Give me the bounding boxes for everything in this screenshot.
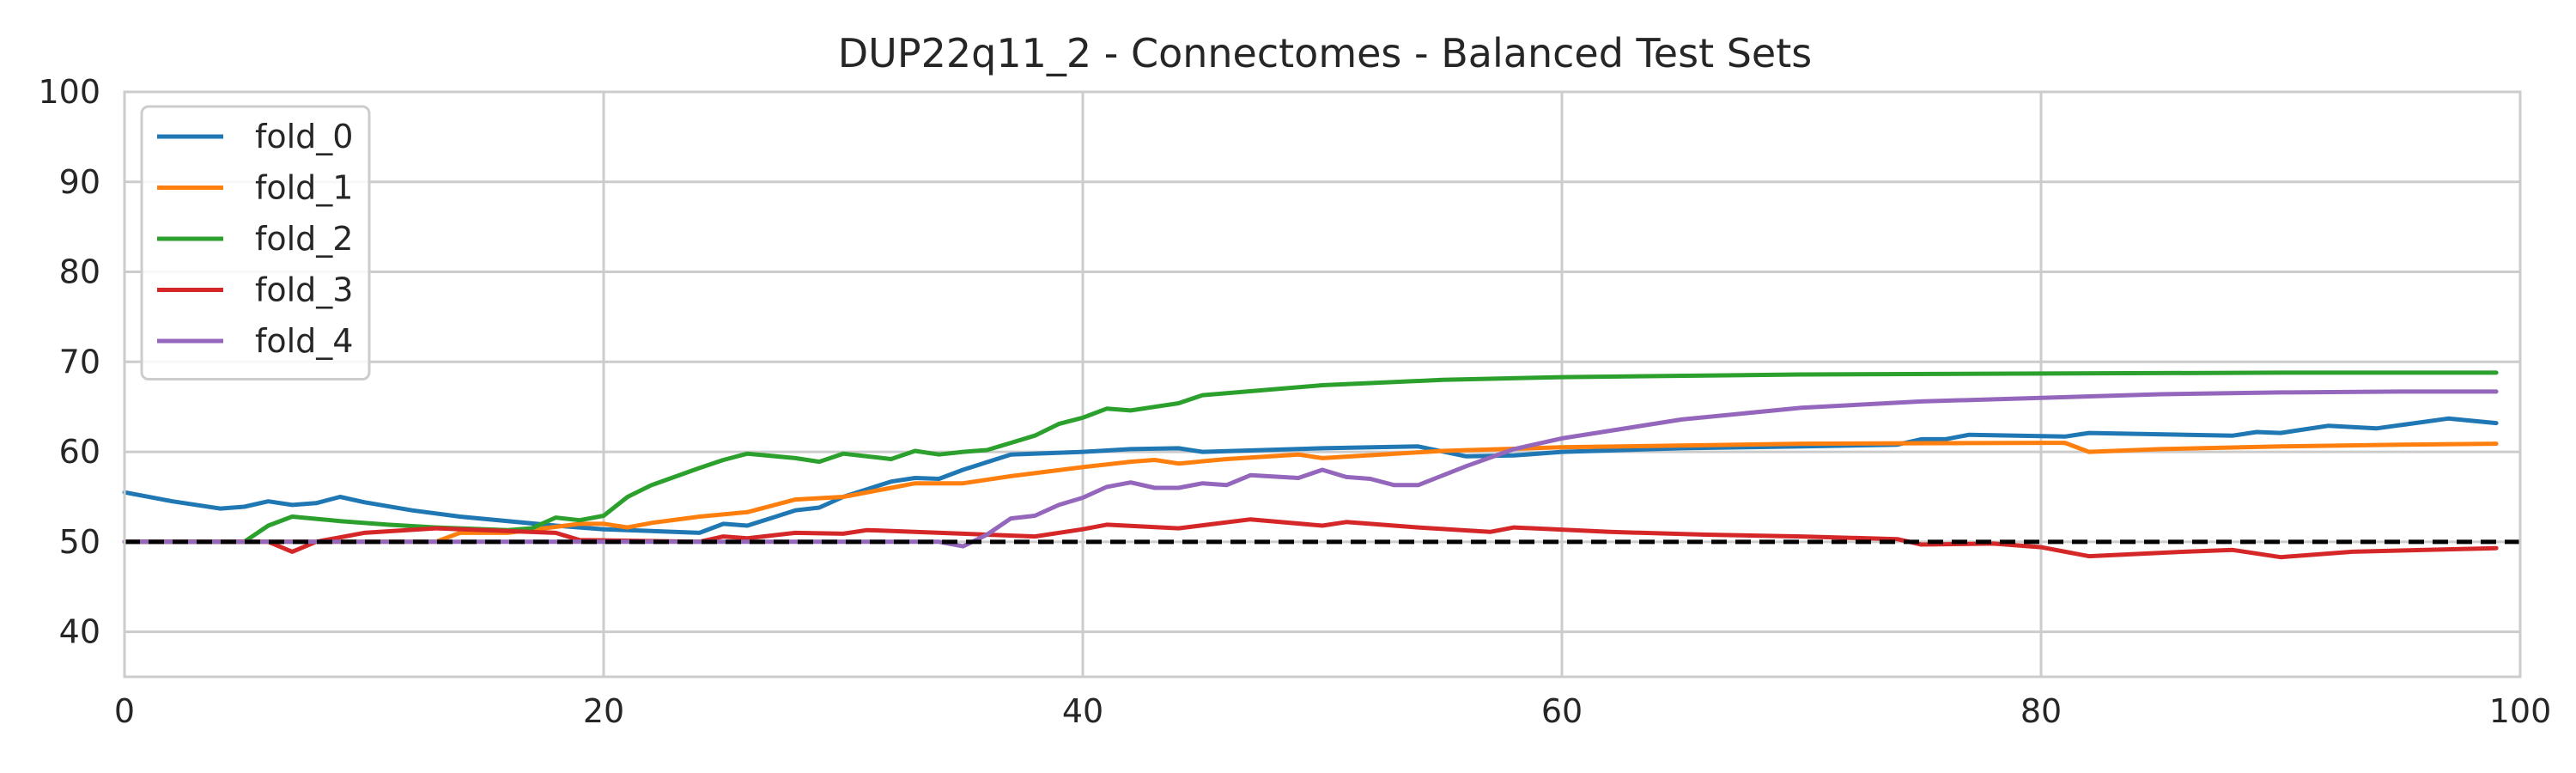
x-tick-label: 0 [114, 692, 135, 730]
plot-border [123, 90, 2522, 679]
y-tick-label: 100 [38, 73, 100, 111]
y-tick-label: 70 [59, 343, 100, 380]
series-line-fold-4 [122, 389, 2499, 549]
x-tick-label: 60 [1541, 692, 1583, 730]
x-tick-label: 80 [2020, 692, 2062, 730]
legend-label: fold_0 [255, 118, 353, 155]
series-line-fold-1 [122, 441, 2499, 545]
legend: fold_0 fold_1 fold_2 fold_3 fold_4 [140, 105, 371, 380]
y-tick-label: 90 [59, 163, 100, 201]
legend-label: fold_1 [255, 169, 353, 207]
y-tick-label: 40 [59, 613, 100, 651]
legend-label: fold_4 [255, 322, 353, 360]
x-tick-label: 40 [1062, 692, 1103, 730]
y-tick-label: 50 [59, 523, 100, 561]
legend-label: fold_3 [255, 271, 353, 309]
plot-frame [123, 90, 2522, 679]
series-line-fold-0 [122, 416, 2499, 535]
series-lines [122, 370, 2499, 560]
y-tick-label: 80 [59, 253, 100, 291]
y-tick-label: 60 [59, 433, 100, 471]
x-tick-label: 100 [2489, 692, 2552, 730]
legend-label: fold_2 [255, 220, 353, 258]
chart-title: DUP22q11_2 - Connectomes - Balanced Test… [838, 30, 1812, 76]
axis-tick-labels: 0 20 40 60 80 100 40 50 60 70 80 90 100 [38, 73, 2551, 730]
legend-box [140, 105, 371, 380]
series-line-fold-3 [122, 517, 2499, 560]
x-tick-label: 20 [583, 692, 624, 730]
